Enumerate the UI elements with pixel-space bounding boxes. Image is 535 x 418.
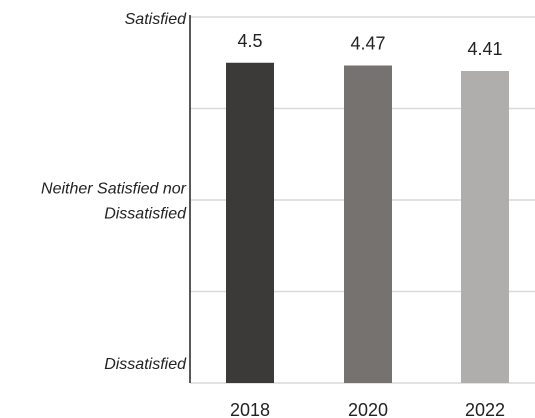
bar-2020 <box>344 65 392 384</box>
x-tick-2018: 2018 <box>230 400 270 418</box>
bars <box>226 62 509 384</box>
y-tick-label-0: Satisfied <box>125 11 187 28</box>
bar-2018 <box>226 62 274 383</box>
bar-2022 <box>461 70 509 384</box>
data-labels: 4.5 4.47 4.41 <box>237 31 502 59</box>
x-tick-2020: 2020 <box>348 400 388 418</box>
x-tick-labels: 2018 2020 2022 <box>230 400 505 418</box>
y-tick-labels: Satisfied Neither Satisfied nor Dissatisfi… <box>41 11 187 373</box>
data-label-2020: 4.47 <box>350 33 385 53</box>
y-tick-label-1: Neither Satisfied nor Dissatisfied <box>41 181 187 223</box>
data-label-2022: 4.41 <box>467 39 502 59</box>
x-tick-2022: 2022 <box>465 400 505 418</box>
y-tick-label-2: Dissatisfied <box>104 356 187 373</box>
data-label-2018: 4.5 <box>237 31 262 51</box>
